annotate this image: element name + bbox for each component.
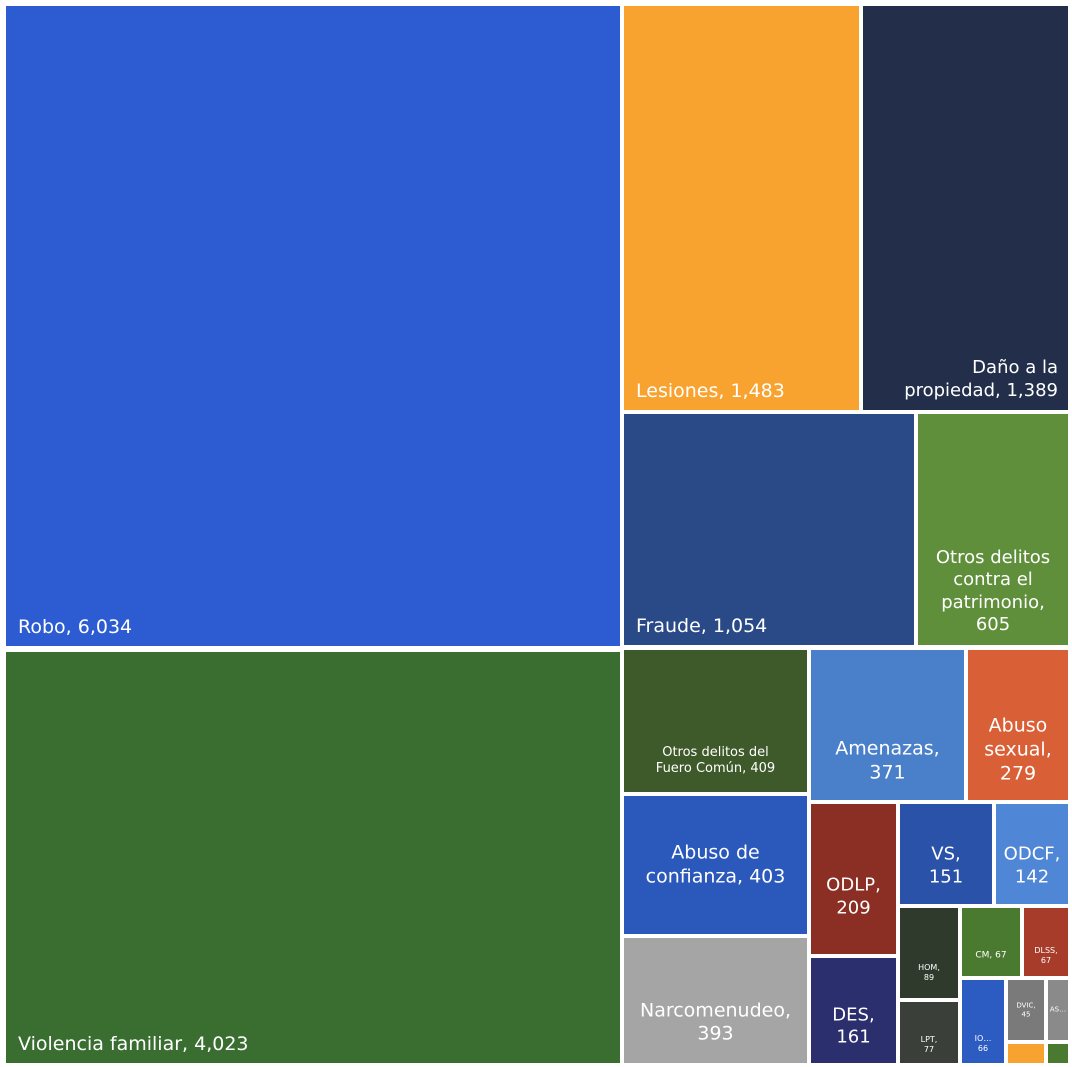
treemap-label-abuso-sexual: Abuso sexual, 279 xyxy=(984,714,1052,784)
treemap-label-cm: CM, 67 xyxy=(975,950,1007,961)
treemap-label-hom: HOM, 89 xyxy=(918,963,940,982)
treemap-tile-cm: CM, 67 xyxy=(962,908,1020,976)
treemap-label-lpt: LPT, 77 xyxy=(920,1034,938,1054)
treemap-tile-dvic: DVIC, 45 xyxy=(1008,980,1044,1040)
treemap-tile-des: DES, 161 xyxy=(811,958,896,1063)
treemap-tile-violencia-familiar: Violencia familiar, 4,023 xyxy=(6,652,620,1063)
treemap-tile-io: IO… 66 xyxy=(962,980,1004,1063)
treemap-tile-dano-propiedad: Daño a la propiedad, 1,389 xyxy=(863,6,1068,410)
treemap-tile-tiny-orange xyxy=(1008,1044,1044,1063)
treemap-label-odlp: ODLP, 209 xyxy=(826,874,881,919)
treemap-tile-vs: VS, 151 xyxy=(900,804,992,904)
treemap-tile-lpt: LPT, 77 xyxy=(900,1002,958,1063)
treemap-tile-dlss: DLSS, 67 xyxy=(1024,908,1068,976)
treemap-label-robo: Robo, 6,034 xyxy=(18,616,133,639)
treemap-label-odcf: ODCF, 142 xyxy=(1003,843,1061,888)
treemap-label-as: AS… xyxy=(1049,1005,1067,1014)
treemap-tile-abuso-sexual: Abuso sexual, 279 xyxy=(968,650,1068,800)
treemap-tile-robo: Robo, 6,034 xyxy=(6,6,620,646)
treemap-label-fraude: Fraude, 1,054 xyxy=(636,615,768,638)
treemap-tile-as: AS… xyxy=(1048,980,1068,1040)
treemap-tile-otros-patrimonio: Otros delitos contra el patrimonio, 605 xyxy=(918,414,1068,645)
treemap-tile-narcomenudeo: Narcomenudeo, 393 xyxy=(624,938,807,1063)
treemap-tile-lesiones: Lesiones, 1,483 xyxy=(624,6,859,410)
treemap-label-amenazas: Amenazas, 371 xyxy=(835,737,940,783)
treemap-tile-odlp: ODLP, 209 xyxy=(811,804,896,954)
treemap-tile-abuso-confianza: Abuso de confianza, 403 xyxy=(624,796,807,934)
treemap-label-io: IO… 66 xyxy=(974,1033,992,1053)
treemap-tile-hom: HOM, 89 xyxy=(900,908,958,998)
treemap-label-vs: VS, 151 xyxy=(928,843,964,888)
treemap-label-dano-propiedad: Daño a la propiedad, 1,389 xyxy=(904,357,1058,401)
treemap-tile-odcf: ODCF, 142 xyxy=(996,804,1068,904)
treemap-label-otros-fuero-comun: Otros delitos del Fuero Común, 409 xyxy=(655,744,776,776)
treemap-tile-amenazas: Amenazas, 371 xyxy=(811,650,964,800)
treemap-tile-fraude: Fraude, 1,054 xyxy=(624,414,914,645)
treemap-label-dvic: DVIC, 45 xyxy=(1016,1001,1036,1018)
treemap-label-dlss: DLSS, 67 xyxy=(1034,946,1058,965)
treemap-label-otros-patrimonio: Otros delitos contra el patrimonio, 605 xyxy=(935,546,1051,636)
treemap-tile-tiny-green xyxy=(1048,1044,1068,1063)
treemap-label-narcomenudeo: Narcomenudeo, 393 xyxy=(639,998,792,1045)
treemap-label-violencia-familiar: Violencia familiar, 4,023 xyxy=(18,1033,249,1056)
treemap-label-abuso-confianza: Abuso de confianza, 403 xyxy=(645,841,786,887)
treemap-tile-otros-fuero-comun: Otros delitos del Fuero Común, 409 xyxy=(624,650,807,792)
treemap-label-lesiones: Lesiones, 1,483 xyxy=(636,380,785,403)
treemap-label-des: DES, 161 xyxy=(832,1004,875,1048)
